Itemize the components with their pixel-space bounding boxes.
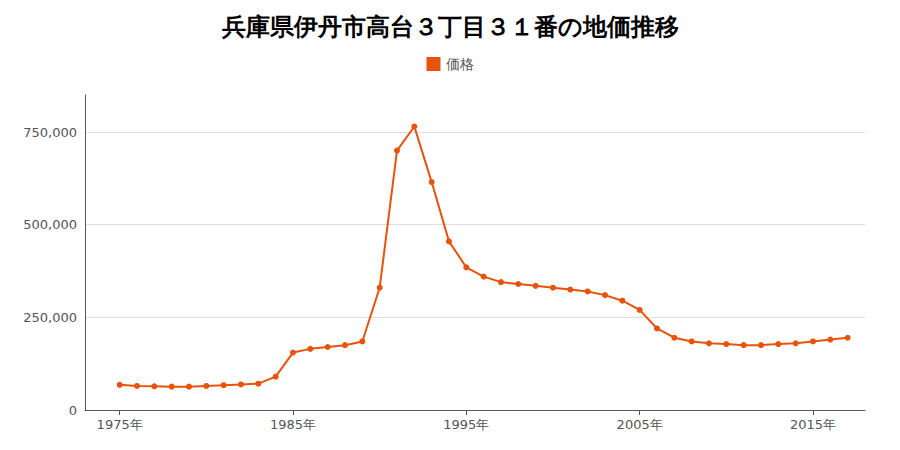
svg-text:1985年: 1985年 (270, 417, 316, 432)
svg-text:2005年: 2005年 (617, 417, 663, 432)
svg-text:250,000: 250,000 (23, 310, 77, 325)
svg-text:2015年: 2015年 (790, 417, 836, 432)
svg-text:価格: 価格 (446, 56, 474, 72)
svg-text:500,000: 500,000 (23, 217, 77, 232)
svg-text:1975年: 1975年 (97, 417, 143, 432)
svg-text:750,000: 750,000 (23, 125, 77, 140)
svg-text:1995年: 1995年 (443, 417, 489, 432)
svg-text:0: 0 (69, 403, 77, 418)
svg-text:兵庫県伊丹市高台３丁目３１番の地価推移: 兵庫県伊丹市高台３丁目３１番の地価推移 (221, 13, 679, 41)
